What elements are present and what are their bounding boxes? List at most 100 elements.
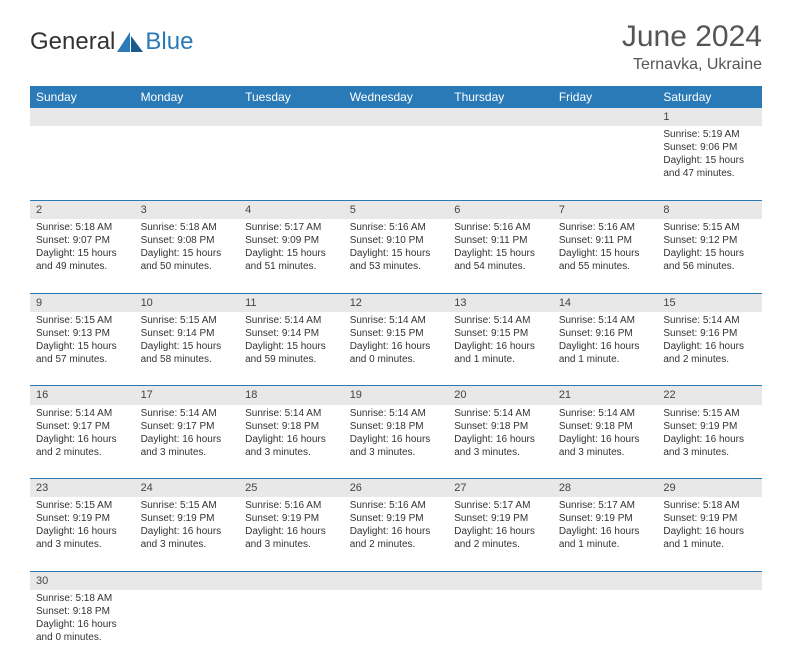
day-number	[344, 108, 449, 126]
cell-sunset: Sunset: 9:15 PM	[454, 327, 547, 340]
cell-day2: and 2 minutes.	[36, 446, 129, 459]
logo-text-blue: Blue	[145, 28, 193, 56]
day-number: 27	[448, 479, 553, 498]
cell-sunset: Sunset: 9:14 PM	[245, 327, 338, 340]
cell-sunset: Sunset: 9:19 PM	[36, 512, 129, 525]
day-number: 3	[135, 200, 240, 219]
day-number: 26	[344, 479, 449, 498]
cell-sunset: Sunset: 9:18 PM	[454, 420, 547, 433]
day-cell	[553, 590, 658, 664]
cell-sunrise: Sunrise: 5:15 AM	[36, 314, 129, 327]
cell-sunrise: Sunrise: 5:18 AM	[36, 592, 129, 605]
day-number: 28	[553, 479, 658, 498]
cell-sunrise: Sunrise: 5:14 AM	[36, 407, 129, 420]
weekday-header: Friday	[553, 86, 658, 108]
day-number: 20	[448, 386, 553, 405]
cell-day2: and 49 minutes.	[36, 260, 129, 273]
cell-day1: Daylight: 16 hours	[454, 433, 547, 446]
day-number: 12	[344, 293, 449, 312]
cell-day2: and 3 minutes.	[245, 446, 338, 459]
cell-day1: Daylight: 16 hours	[559, 433, 652, 446]
day-number: 29	[657, 479, 762, 498]
day-cell: Sunrise: 5:17 AMSunset: 9:09 PMDaylight:…	[239, 219, 344, 293]
day-number: 8	[657, 200, 762, 219]
day-cell: Sunrise: 5:15 AMSunset: 9:19 PMDaylight:…	[30, 497, 135, 571]
logo-text-general: General	[30, 28, 115, 56]
cell-sunset: Sunset: 9:12 PM	[663, 234, 756, 247]
cell-day1: Daylight: 16 hours	[350, 433, 443, 446]
cell-sunrise: Sunrise: 5:17 AM	[245, 221, 338, 234]
day-cell: Sunrise: 5:14 AMSunset: 9:16 PMDaylight:…	[553, 312, 658, 386]
cell-sunset: Sunset: 9:19 PM	[663, 420, 756, 433]
day-number: 13	[448, 293, 553, 312]
day-cell: Sunrise: 5:18 AMSunset: 9:19 PMDaylight:…	[657, 497, 762, 571]
day-number: 25	[239, 479, 344, 498]
week-row: Sunrise: 5:18 AMSunset: 9:07 PMDaylight:…	[30, 219, 762, 293]
cell-day1: Daylight: 16 hours	[36, 525, 129, 538]
day-number: 22	[657, 386, 762, 405]
header-right: June 2024 Ternavka, Ukraine	[622, 20, 762, 74]
cell-sunrise: Sunrise: 5:15 AM	[36, 499, 129, 512]
cell-day2: and 2 minutes.	[454, 538, 547, 551]
cell-sunrise: Sunrise: 5:17 AM	[454, 499, 547, 512]
cell-sunrise: Sunrise: 5:14 AM	[663, 314, 756, 327]
weekday-header: Wednesday	[344, 86, 449, 108]
cell-day2: and 0 minutes.	[350, 353, 443, 366]
day-cell	[135, 126, 240, 200]
week-row: Sunrise: 5:19 AMSunset: 9:06 PMDaylight:…	[30, 126, 762, 200]
day-cell	[657, 590, 762, 664]
cell-sunrise: Sunrise: 5:17 AM	[559, 499, 652, 512]
cell-day1: Daylight: 16 hours	[663, 525, 756, 538]
cell-day1: Daylight: 15 hours	[454, 247, 547, 260]
day-cell	[30, 126, 135, 200]
week-row: Sunrise: 5:14 AMSunset: 9:17 PMDaylight:…	[30, 405, 762, 479]
day-number: 2	[30, 200, 135, 219]
cell-sunset: Sunset: 9:08 PM	[141, 234, 234, 247]
day-cell: Sunrise: 5:14 AMSunset: 9:14 PMDaylight:…	[239, 312, 344, 386]
cell-sunset: Sunset: 9:18 PM	[559, 420, 652, 433]
day-cell: Sunrise: 5:16 AMSunset: 9:10 PMDaylight:…	[344, 219, 449, 293]
day-number	[135, 571, 240, 590]
cell-sunrise: Sunrise: 5:18 AM	[36, 221, 129, 234]
day-number: 5	[344, 200, 449, 219]
cell-sunset: Sunset: 9:18 PM	[245, 420, 338, 433]
cell-sunrise: Sunrise: 5:15 AM	[663, 221, 756, 234]
cell-day1: Daylight: 16 hours	[141, 433, 234, 446]
cell-day1: Daylight: 15 hours	[350, 247, 443, 260]
cell-sunrise: Sunrise: 5:14 AM	[454, 407, 547, 420]
cell-sunrise: Sunrise: 5:18 AM	[663, 499, 756, 512]
day-cell: Sunrise: 5:16 AMSunset: 9:11 PMDaylight:…	[448, 219, 553, 293]
day-cell: Sunrise: 5:14 AMSunset: 9:16 PMDaylight:…	[657, 312, 762, 386]
cell-day2: and 54 minutes.	[454, 260, 547, 273]
cell-day1: Daylight: 16 hours	[454, 525, 547, 538]
cell-sunset: Sunset: 9:11 PM	[559, 234, 652, 247]
cell-sunset: Sunset: 9:19 PM	[663, 512, 756, 525]
day-number	[239, 571, 344, 590]
day-number	[448, 571, 553, 590]
cell-day1: Daylight: 15 hours	[559, 247, 652, 260]
daynum-row: 9101112131415	[30, 293, 762, 312]
day-number	[553, 108, 658, 126]
cell-day1: Daylight: 15 hours	[245, 247, 338, 260]
week-row: Sunrise: 5:15 AMSunset: 9:13 PMDaylight:…	[30, 312, 762, 386]
cell-day2: and 3 minutes.	[141, 446, 234, 459]
daynum-row: 1	[30, 108, 762, 126]
cell-day2: and 3 minutes.	[559, 446, 652, 459]
day-number	[344, 571, 449, 590]
cell-day2: and 1 minute.	[559, 538, 652, 551]
cell-day2: and 51 minutes.	[245, 260, 338, 273]
day-number: 18	[239, 386, 344, 405]
cell-sunset: Sunset: 9:15 PM	[350, 327, 443, 340]
calendar-table: Sunday Monday Tuesday Wednesday Thursday…	[30, 86, 762, 664]
cell-sunrise: Sunrise: 5:14 AM	[454, 314, 547, 327]
daynum-row: 23242526272829	[30, 479, 762, 498]
day-number: 24	[135, 479, 240, 498]
cell-sunset: Sunset: 9:13 PM	[36, 327, 129, 340]
day-number	[30, 108, 135, 126]
day-cell	[344, 126, 449, 200]
day-cell: Sunrise: 5:19 AMSunset: 9:06 PMDaylight:…	[657, 126, 762, 200]
day-cell	[135, 590, 240, 664]
cell-sunset: Sunset: 9:17 PM	[36, 420, 129, 433]
cell-day1: Daylight: 16 hours	[663, 433, 756, 446]
day-number: 21	[553, 386, 658, 405]
